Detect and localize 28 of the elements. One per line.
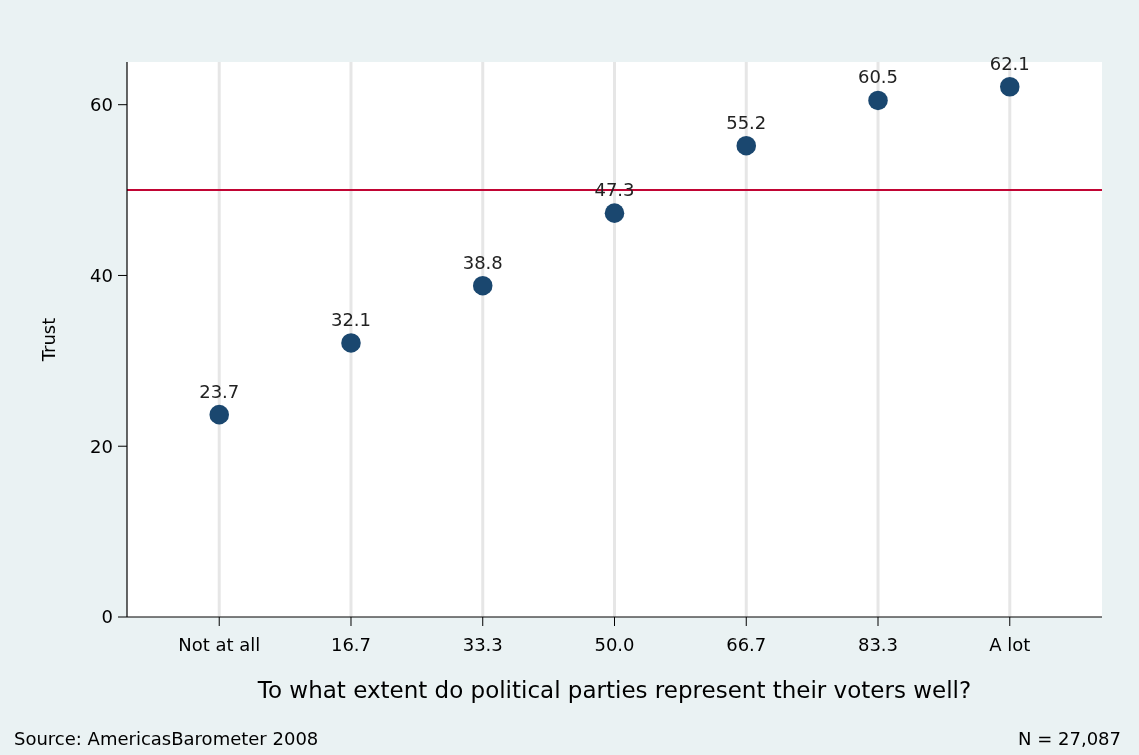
y-axis-title: Trust — [38, 317, 59, 363]
point — [341, 333, 361, 353]
x-tick-label: 50.0 — [594, 634, 635, 655]
x-axis-title: To what extent do political parties represent their voters well? — [256, 677, 972, 703]
point — [1000, 77, 1020, 97]
point — [604, 203, 625, 223]
text: N = 27,087 — [1018, 728, 1121, 749]
point — [209, 404, 229, 425]
data-label: 38.8 — [462, 251, 503, 273]
data-label: 60.5 — [857, 66, 899, 88]
data-label: 23.7 — [199, 380, 240, 402]
data-label: 55.2 — [726, 111, 767, 133]
x-tick-label: 66.7 — [726, 634, 767, 655]
point — [736, 135, 757, 156]
y-tick-label: 20 — [90, 435, 113, 457]
y-tick-label: 0 — [101, 606, 113, 628]
x-tick-label: 16.7 — [330, 634, 372, 655]
y-tick-label: 60 — [90, 93, 113, 115]
data-label: 32.1 — [330, 308, 372, 330]
x-tick-label: 33.3 — [462, 634, 503, 655]
x-tick-label: Not at all — [178, 634, 261, 655]
y-tick-label: 40 — [90, 264, 113, 286]
x-tick-label: A lot — [989, 634, 1031, 655]
data-label: 62.1 — [989, 52, 1030, 74]
source-note: Source: AmericasBarometer 2008 — [14, 728, 319, 749]
point — [472, 275, 493, 296]
x-tick-label: 83.3 — [857, 634, 899, 655]
point — [868, 90, 888, 111]
